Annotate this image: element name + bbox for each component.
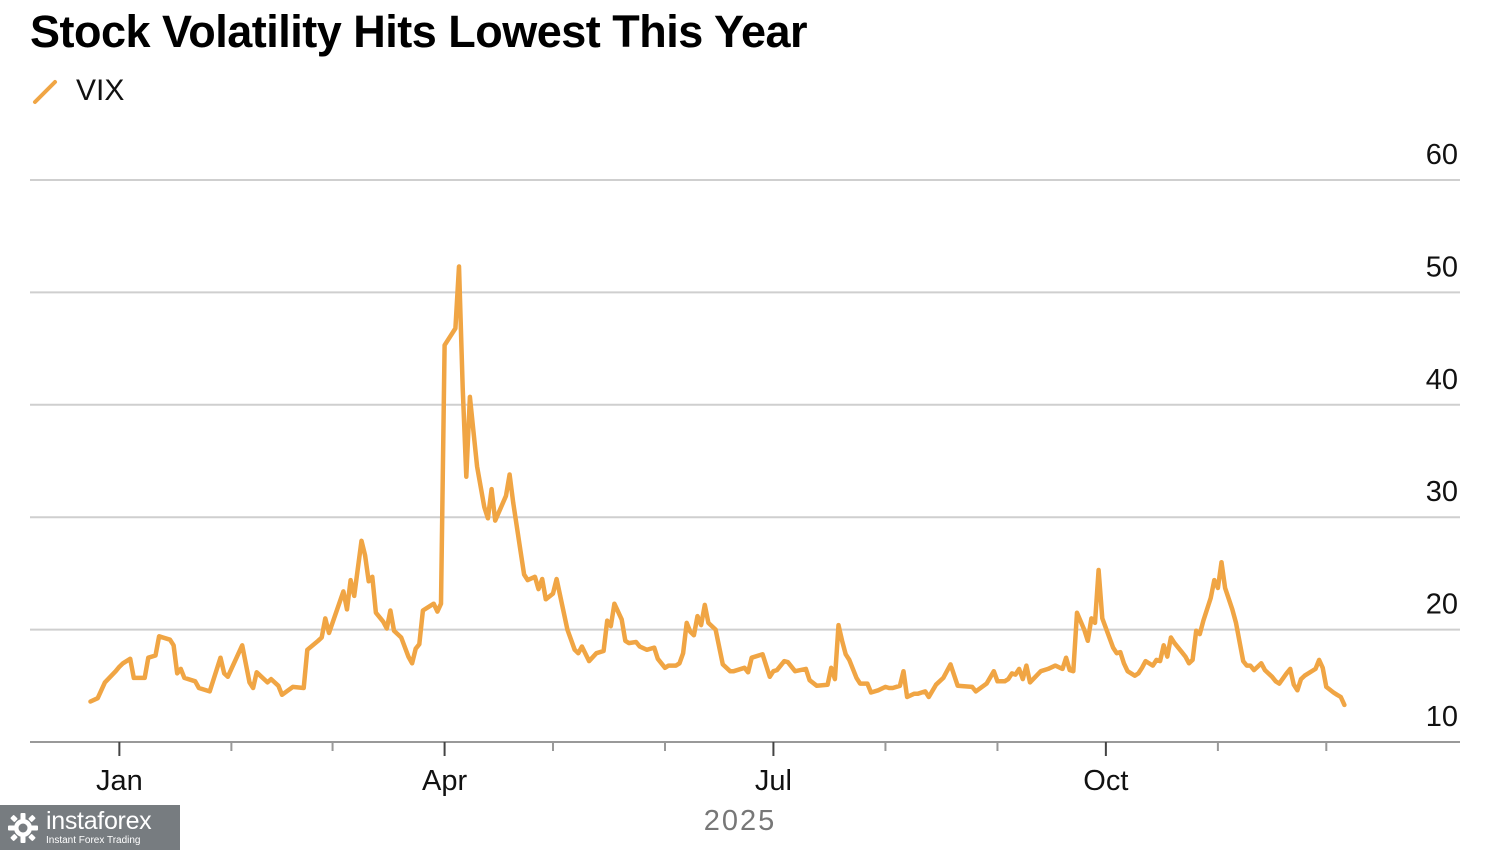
series-layer <box>88 264 1347 708</box>
instaforex-logo-icon <box>8 812 38 843</box>
x-tick-label-jan: Jan <box>96 765 143 797</box>
tick-labels: 10 20 30 40 50 60 Jan Apr Jul Oct 2025 <box>96 139 1458 837</box>
legend-line-icon <box>33 80 57 104</box>
instaforex-watermark: instaforex Instant Forex Trading <box>0 805 180 850</box>
y-tick-label-20: 20 <box>1426 589 1458 621</box>
gridlines <box>30 179 1460 631</box>
x-tick-label-apr: Apr <box>422 765 467 797</box>
x-axis-year-label: 2025 <box>704 805 777 837</box>
y-tick-label-10: 10 <box>1426 701 1458 733</box>
y-tick-label-30: 30 <box>1426 476 1458 508</box>
legend-label: VIX <box>76 74 125 107</box>
x-axis <box>30 741 1460 756</box>
legend: VIX <box>30 74 124 108</box>
y-tick-label-60: 60 <box>1426 139 1458 171</box>
y-tick-label-40: 40 <box>1426 364 1458 396</box>
chart-title: Stock Volatility Hits Lowest This Year <box>30 6 808 57</box>
x-tick-label-oct: Oct <box>1083 765 1128 797</box>
series-line-vix <box>88 264 1347 708</box>
x-tick-label-jul: Jul <box>755 765 792 797</box>
watermark-brand: instaforex <box>46 807 152 835</box>
y-tick-label-50: 50 <box>1426 251 1458 283</box>
watermark-tagline: Instant Forex Trading <box>46 835 141 846</box>
